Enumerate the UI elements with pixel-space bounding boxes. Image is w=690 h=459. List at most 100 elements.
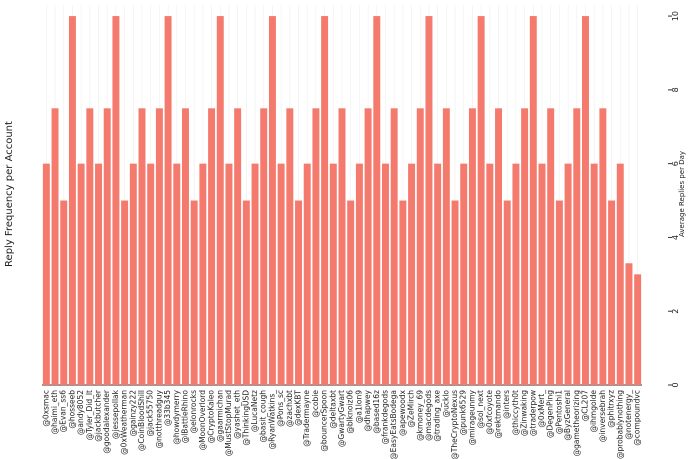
x-tick-label: @bouncerSpoon xyxy=(320,390,329,452)
bar xyxy=(338,108,346,386)
x-tick-label: @0xsmac xyxy=(41,390,50,427)
x-tick-label: @Zinwaking xyxy=(520,390,529,436)
x-tick-label: @inversebrah xyxy=(598,390,607,442)
bar xyxy=(347,200,355,385)
bar xyxy=(216,16,224,385)
x-tick-label: @basit_cough xyxy=(259,390,268,443)
bar xyxy=(538,163,546,385)
x-tick-label: @gainzy222 xyxy=(128,390,137,437)
x-tick-label: @a1lon9 xyxy=(354,390,363,423)
bar xyxy=(121,200,129,385)
bar xyxy=(503,200,511,385)
x-tick-label: @haimi_eth xyxy=(50,390,59,435)
x-tick-label: @apewoodx xyxy=(398,389,407,436)
x-tick-label: @inters xyxy=(502,390,511,419)
x-tick-label: @jack55750 xyxy=(146,390,155,437)
bar xyxy=(390,108,398,386)
bar xyxy=(51,108,59,386)
x-tick-label: @ZeMirch xyxy=(407,390,416,428)
x-tick-label: @0xWeatherman xyxy=(120,390,129,455)
x-tick-label: @jessepollak xyxy=(111,389,120,439)
bar xyxy=(321,16,329,385)
bar xyxy=(60,200,68,385)
y-tick-label: 4 xyxy=(671,235,680,240)
bar xyxy=(312,108,320,386)
x-tick-label: @yashet_eth xyxy=(233,390,242,439)
bar xyxy=(616,163,624,385)
x-tick-label: @notenergy_ xyxy=(624,390,633,440)
x-tick-label: @elonrocks xyxy=(189,390,198,434)
x-tick-label: @thiccyth0t xyxy=(511,390,520,435)
bar xyxy=(608,200,616,385)
x-tick-label: @ucklo xyxy=(441,390,450,418)
x-tick-label: @Tradermayne xyxy=(302,390,311,447)
bar xyxy=(77,163,85,385)
x-tick-label: @ByzGeneral xyxy=(563,390,572,441)
x-tick-label: @CoinBloodShill xyxy=(137,390,146,451)
x-tick-label: @ThinkingUSD xyxy=(241,390,250,446)
bar xyxy=(260,108,268,386)
x-tick-label: @deltaxbt xyxy=(328,390,337,429)
bar xyxy=(103,108,111,386)
bar xyxy=(399,200,407,385)
bar xyxy=(295,200,302,385)
x-tick-label: @traderpow xyxy=(528,390,537,436)
x-tick-label: @rektmando xyxy=(494,390,503,439)
bar xyxy=(225,163,233,385)
bar xyxy=(42,163,50,385)
x-tick-label: @GwartyGwart xyxy=(337,390,346,447)
bar xyxy=(329,163,337,385)
x-tick-label: @punk6529 xyxy=(459,390,468,435)
bar xyxy=(164,16,172,385)
bar xyxy=(442,108,450,386)
y-tick-label: 0 xyxy=(671,382,680,387)
x-tick-label: @MustStopMurad xyxy=(224,390,233,457)
x-tick-label: @based16z xyxy=(372,390,381,434)
bar xyxy=(416,108,424,386)
bar xyxy=(173,163,181,385)
x-tick-label: @frankdegods xyxy=(380,390,389,444)
x-tick-label: @Pons_sc xyxy=(276,390,285,427)
x-tick-label: @blknoiz06 xyxy=(346,390,355,434)
bar xyxy=(355,163,363,385)
x-tick-label: @macdegods xyxy=(424,390,433,441)
bar xyxy=(564,163,572,385)
bar xyxy=(86,108,94,386)
x-tick-label: @33b345 xyxy=(163,390,172,426)
bar xyxy=(286,108,294,386)
bar xyxy=(573,108,581,386)
x-tick-label: @LucaNetz xyxy=(250,390,259,432)
bar xyxy=(425,16,433,385)
bar xyxy=(582,16,589,385)
x-tick-label: @CryptoKaleo xyxy=(207,390,216,444)
bar xyxy=(234,108,242,386)
bar xyxy=(373,16,381,385)
bar xyxy=(521,108,529,386)
bar xyxy=(147,163,155,385)
x-tick-label: @EasyEatsBodega xyxy=(389,390,398,459)
x-tick-label: @gaarmichan xyxy=(215,390,224,442)
x-tick-label: @0xMert_ xyxy=(537,390,546,428)
bar xyxy=(634,274,642,385)
bar xyxy=(251,163,259,385)
bar xyxy=(268,16,276,385)
bar xyxy=(599,108,607,386)
x-tick-label: @phitrxyz xyxy=(607,390,616,428)
x-tick-label: @andy8052 xyxy=(76,390,85,435)
x-tick-label: @kmoney_69 xyxy=(415,390,424,441)
bar xyxy=(95,163,102,385)
bar xyxy=(68,16,76,385)
x-tick-label: @DegenPing xyxy=(546,390,555,438)
x-tick-label: @lBattleRhino xyxy=(180,390,189,444)
bar xyxy=(547,108,555,386)
bar xyxy=(382,163,389,385)
bar xyxy=(451,200,459,385)
y-axis-title: Reply Frequency per Account xyxy=(4,121,15,267)
x-tick-label: @Evan_ss6 xyxy=(59,390,68,433)
x-tick-label: @goodalexander xyxy=(102,389,111,454)
x-tick-label: @notthreadguy xyxy=(154,389,163,448)
bar xyxy=(303,163,311,385)
x-tick-label: @Tyler_Did_It xyxy=(85,390,94,440)
bar xyxy=(460,163,468,385)
